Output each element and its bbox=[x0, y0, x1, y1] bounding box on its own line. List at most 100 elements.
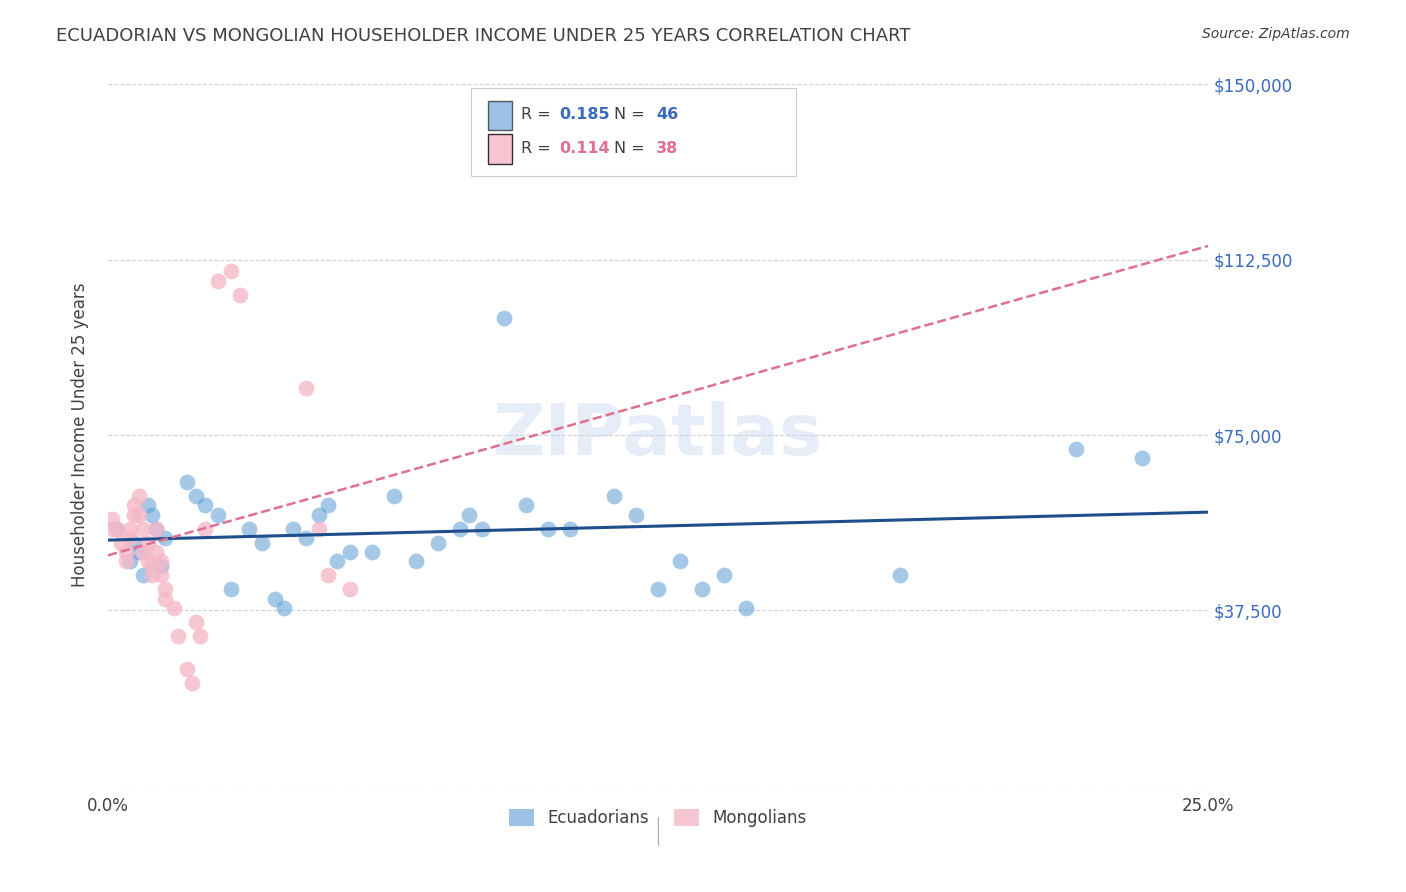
Point bbox=[101, 522, 124, 536]
Point bbox=[128, 545, 150, 559]
Point bbox=[180, 676, 202, 690]
Point bbox=[207, 508, 229, 522]
Text: 46: 46 bbox=[657, 107, 678, 122]
Point bbox=[471, 522, 494, 536]
Point bbox=[132, 522, 155, 536]
Point bbox=[118, 522, 141, 536]
Point bbox=[190, 629, 212, 643]
Point bbox=[184, 489, 207, 503]
Point bbox=[273, 601, 295, 615]
Y-axis label: Householder Income Under 25 years: Householder Income Under 25 years bbox=[72, 283, 89, 587]
Point bbox=[141, 508, 163, 522]
Point bbox=[136, 535, 159, 549]
Point bbox=[690, 582, 713, 597]
Point bbox=[118, 531, 141, 545]
Point bbox=[149, 554, 172, 568]
Point bbox=[229, 288, 252, 302]
Text: 0.185: 0.185 bbox=[560, 107, 610, 122]
Text: ECUADORIAN VS MONGOLIAN HOUSEHOLDER INCOME UNDER 25 YEARS CORRELATION CHART: ECUADORIAN VS MONGOLIAN HOUSEHOLDER INCO… bbox=[56, 27, 911, 45]
Point bbox=[1066, 442, 1088, 457]
Point bbox=[219, 264, 242, 278]
FancyBboxPatch shape bbox=[488, 101, 512, 130]
Point bbox=[124, 508, 146, 522]
Point bbox=[114, 554, 136, 568]
Point bbox=[105, 522, 128, 536]
Point bbox=[264, 591, 287, 606]
Point bbox=[176, 475, 198, 489]
Point bbox=[176, 662, 198, 676]
Point bbox=[194, 522, 217, 536]
Point bbox=[889, 568, 911, 582]
Point bbox=[184, 615, 207, 629]
Point bbox=[669, 554, 692, 568]
Point bbox=[458, 508, 481, 522]
Point bbox=[250, 535, 273, 549]
Point bbox=[155, 582, 177, 597]
Legend: Ecuadorians, Mongolians: Ecuadorians, Mongolians bbox=[503, 802, 814, 833]
Point bbox=[308, 508, 330, 522]
FancyBboxPatch shape bbox=[488, 134, 512, 164]
Point bbox=[163, 601, 186, 615]
Point bbox=[405, 554, 427, 568]
Point bbox=[713, 568, 735, 582]
Point bbox=[515, 498, 537, 512]
Point bbox=[136, 498, 159, 512]
Point bbox=[449, 522, 471, 536]
Text: N =: N = bbox=[614, 107, 650, 122]
Point bbox=[361, 545, 384, 559]
Point bbox=[149, 559, 172, 574]
Text: N =: N = bbox=[614, 142, 650, 156]
Point bbox=[132, 545, 155, 559]
Text: R =: R = bbox=[520, 107, 555, 122]
Point bbox=[128, 489, 150, 503]
Point bbox=[207, 274, 229, 288]
Point bbox=[295, 531, 318, 545]
Point bbox=[145, 522, 167, 536]
Point bbox=[316, 498, 339, 512]
Text: ZIPatlas: ZIPatlas bbox=[494, 401, 824, 469]
Point bbox=[114, 545, 136, 559]
Point bbox=[141, 559, 163, 574]
Point bbox=[132, 568, 155, 582]
Point bbox=[537, 522, 560, 536]
Point bbox=[295, 381, 318, 395]
Point bbox=[124, 535, 146, 549]
Point bbox=[427, 535, 450, 549]
Point bbox=[339, 582, 361, 597]
Point bbox=[339, 545, 361, 559]
Point bbox=[308, 522, 330, 536]
Point bbox=[326, 554, 349, 568]
Point bbox=[624, 508, 647, 522]
Point bbox=[382, 489, 405, 503]
Point bbox=[105, 522, 128, 536]
Point bbox=[316, 568, 339, 582]
Text: 0.114: 0.114 bbox=[560, 142, 610, 156]
Point bbox=[155, 531, 177, 545]
Point bbox=[494, 311, 516, 326]
Point bbox=[149, 568, 172, 582]
Point bbox=[281, 522, 304, 536]
Point bbox=[1130, 451, 1153, 466]
FancyBboxPatch shape bbox=[471, 88, 796, 176]
Point bbox=[194, 498, 217, 512]
Text: R =: R = bbox=[520, 142, 555, 156]
Point bbox=[219, 582, 242, 597]
Point bbox=[167, 629, 190, 643]
Text: Source: ZipAtlas.com: Source: ZipAtlas.com bbox=[1202, 27, 1350, 41]
Point bbox=[155, 591, 177, 606]
Point bbox=[647, 582, 669, 597]
Text: 38: 38 bbox=[657, 142, 678, 156]
Point bbox=[110, 535, 132, 549]
Point bbox=[124, 498, 146, 512]
Point bbox=[603, 489, 626, 503]
Point bbox=[136, 554, 159, 568]
Point bbox=[141, 568, 163, 582]
Point bbox=[118, 554, 141, 568]
Point bbox=[101, 512, 124, 526]
Point bbox=[145, 522, 167, 536]
Point bbox=[238, 522, 260, 536]
Point bbox=[735, 601, 758, 615]
Point bbox=[560, 522, 582, 536]
Point bbox=[145, 545, 167, 559]
Point bbox=[128, 508, 150, 522]
